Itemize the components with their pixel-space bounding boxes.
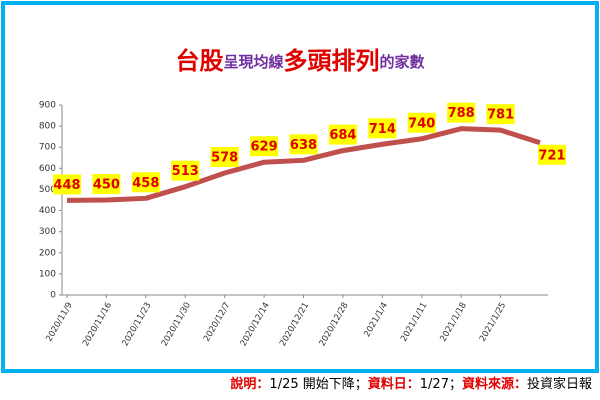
data-label-bg	[407, 112, 436, 133]
line	[66, 126, 541, 203]
note-part: 資料日：	[368, 376, 420, 392]
data-label: 788	[448, 106, 475, 121]
data-label-bg	[447, 102, 476, 123]
data-label: 781	[487, 108, 514, 123]
note: 說明：1/25 開始下降；資料日：1/27；資料來源：投資家日報	[230, 376, 592, 392]
data-label: 578	[211, 150, 238, 165]
y-tick-label: 200	[39, 248, 56, 258]
data-label-bg	[328, 124, 357, 145]
chart-title: 台股呈現均線多頭排列的家數	[175, 47, 424, 75]
data-label: 684	[329, 128, 356, 143]
data-label-bg	[368, 118, 397, 139]
data-label: 513	[172, 164, 199, 179]
y-tick-label: 500	[39, 185, 56, 195]
y-tick-label: 800	[39, 122, 56, 132]
note-part: 說明：	[230, 376, 269, 392]
data-label-bg	[210, 146, 239, 167]
note-part: 資料來源：	[462, 376, 527, 392]
title-part: 台股	[175, 47, 223, 75]
y-tick-label: 0	[50, 291, 56, 301]
title-part: 呈現均線	[223, 53, 283, 71]
data-label: 450	[93, 178, 120, 193]
data-label: 638	[290, 138, 317, 153]
title-part: 的家數	[380, 53, 425, 71]
data-label: 629	[251, 140, 278, 155]
note-part: 1/27；	[420, 377, 462, 392]
note-part: 投資家日報	[527, 376, 592, 392]
y-tick-label: 900	[39, 101, 56, 111]
data-label-bg	[53, 174, 81, 195]
data-label: 448	[53, 178, 80, 193]
data-label-bg	[92, 174, 121, 194]
data-label: 458	[132, 176, 159, 191]
data-label-bg	[289, 134, 318, 155]
data-label: 721	[538, 148, 565, 163]
y-tick-label: 100	[39, 269, 56, 279]
note-part: 1/25 開始下降；	[269, 377, 367, 392]
data-label-bg	[250, 136, 279, 157]
data-label-bg	[171, 160, 200, 181]
title-part: 多頭排列	[284, 47, 380, 75]
data-label-bg	[131, 172, 160, 193]
y-tick-label: 300	[39, 227, 56, 237]
data-label: 740	[408, 116, 435, 131]
y-tick-label: 400	[39, 206, 56, 216]
y-tick-label: 600	[39, 164, 56, 174]
data-label-bg	[486, 104, 515, 125]
y-tick-label: 700	[39, 143, 56, 153]
data-label: 714	[369, 122, 396, 137]
data-label-bg	[538, 144, 566, 165]
